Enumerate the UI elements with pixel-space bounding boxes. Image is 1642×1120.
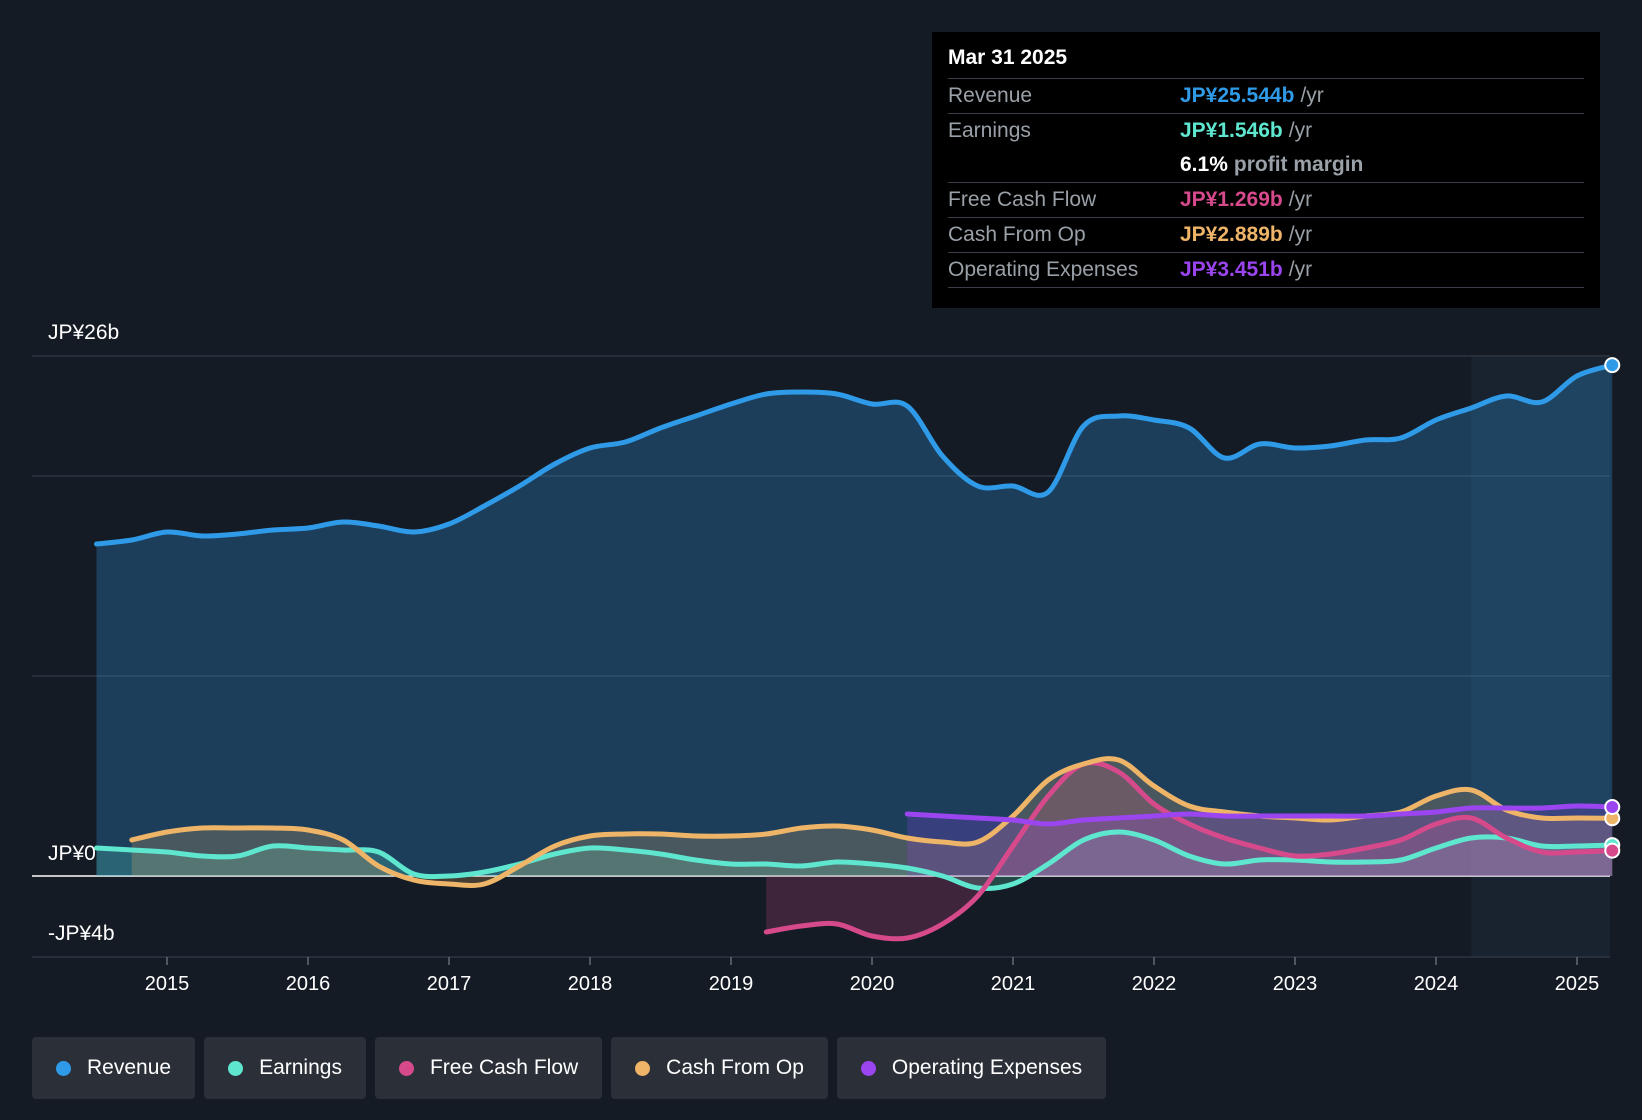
grid [32, 355, 1610, 958]
legend-item-revenue[interactable]: Revenue [32, 1037, 196, 1099]
revenue-dot-icon [56, 1060, 71, 1076]
x-axis: 2015 2016 2017 2018 2019 2020 2021 2022 2023 2024… [145, 957, 1600, 995]
legend-label: Operating Expenses [891, 1056, 1083, 1079]
tooltip-date: Mar 31 2025 [948, 46, 1584, 79]
tooltip-label: Cash From Op [948, 223, 1086, 246]
legend-label: Earnings [259, 1056, 342, 1079]
opex-line [904, 803, 1615, 827]
tooltip-label: Revenue [948, 84, 1033, 107]
x-tick-label: 2015 [145, 973, 190, 995]
legend-label: Revenue [87, 1056, 172, 1079]
fcf-endpoint [1604, 842, 1621, 859]
y-label-bottom: -JP¥4b [48, 922, 115, 945]
profit-margin-text: profit margin [1233, 153, 1364, 176]
operating-expenses-dot-icon [860, 1060, 876, 1076]
tooltip-row-cfo: Cash From Op JP¥2.889b /yr [948, 218, 1584, 253]
legend-item-cash-from-op[interactable]: Cash From Op [611, 1037, 828, 1099]
tooltip-unit: /yr [1288, 188, 1313, 211]
tooltip-label: Earnings [948, 119, 1031, 142]
tooltip-value: JP¥3.451b [1180, 258, 1283, 281]
series-areas [96, 365, 1613, 939]
series-endpoints [1604, 357, 1621, 859]
tooltip-row-revenue: Revenue JP¥25.544b /yr [948, 79, 1584, 114]
x-tick-label: 2022 [1132, 973, 1177, 995]
y-label-zero: JP¥0 [48, 842, 96, 865]
earnings-dot-icon [228, 1060, 244, 1076]
x-tick-label: 2018 [568, 973, 613, 995]
legend-label: Free Cash Flow [429, 1056, 579, 1079]
tooltip-row-opex: Operating Expenses JP¥3.451b /yr [948, 253, 1584, 288]
legend-item-operating-expenses[interactable]: Operating Expenses [836, 1037, 1107, 1099]
legend-item-free-cash-flow[interactable]: Free Cash Flow [374, 1037, 603, 1099]
x-tick-label: 2024 [1414, 973, 1459, 995]
tooltip-panel: Mar 31 2025 Revenue JP¥25.544b /yr Earni… [932, 32, 1600, 308]
opex-endpoint [1604, 798, 1621, 815]
tooltip-row-margin: 6.1% profit margin [948, 148, 1584, 183]
tooltip-value: JP¥2.889b [1180, 223, 1283, 246]
tooltip-row-fcf: Free Cash Flow JP¥1.269b /yr [948, 183, 1584, 218]
profit-margin-value: 6.1% [1180, 153, 1228, 176]
x-tick-label: 2017 [427, 973, 472, 995]
x-tick-label: 2019 [709, 973, 754, 995]
revenue-endpoint [1604, 357, 1621, 374]
legend: Revenue Earnings Free Cash Flow Cash Fro… [32, 1037, 1107, 1099]
tooltip-label: Operating Expenses [948, 258, 1139, 281]
x-tick-label: 2021 [991, 973, 1036, 995]
tooltip-value: JP¥1.269b [1180, 188, 1283, 211]
x-tick-label: 2016 [286, 973, 331, 995]
tooltip-label: Free Cash Flow [948, 188, 1097, 211]
tooltip-row-earnings: Earnings JP¥1.546b /yr [948, 114, 1584, 148]
revenue-area [96, 365, 1613, 876]
legend-item-earnings[interactable]: Earnings [204, 1037, 366, 1099]
cfo-area [131, 758, 1613, 886]
cash-from-op-dot-icon [635, 1060, 651, 1076]
fcf-line [763, 760, 1615, 942]
earnings-line [94, 829, 1615, 891]
tooltip-unit: /yr [1288, 223, 1313, 246]
series-lines [94, 362, 1615, 942]
tooltip-unit: /yr [1288, 119, 1313, 142]
y-label-top: JP¥26b [48, 321, 119, 344]
free-cash-flow-dot-icon [398, 1060, 414, 1076]
x-tick-label: 2025 [1555, 973, 1600, 995]
x-tick-label: 2020 [850, 973, 895, 995]
tooltip-unit: /yr [1288, 258, 1313, 281]
legend-label: Cash From Op [666, 1056, 804, 1079]
x-tick-label: 2023 [1273, 973, 1318, 995]
tooltip-unit: /yr [1300, 84, 1324, 107]
highlight-region [1471, 357, 1610, 957]
tooltip-value: JP¥1.546b [1180, 119, 1283, 142]
tooltip-value: JP¥25.544b [1180, 84, 1295, 107]
revenue-line [94, 362, 1615, 547]
